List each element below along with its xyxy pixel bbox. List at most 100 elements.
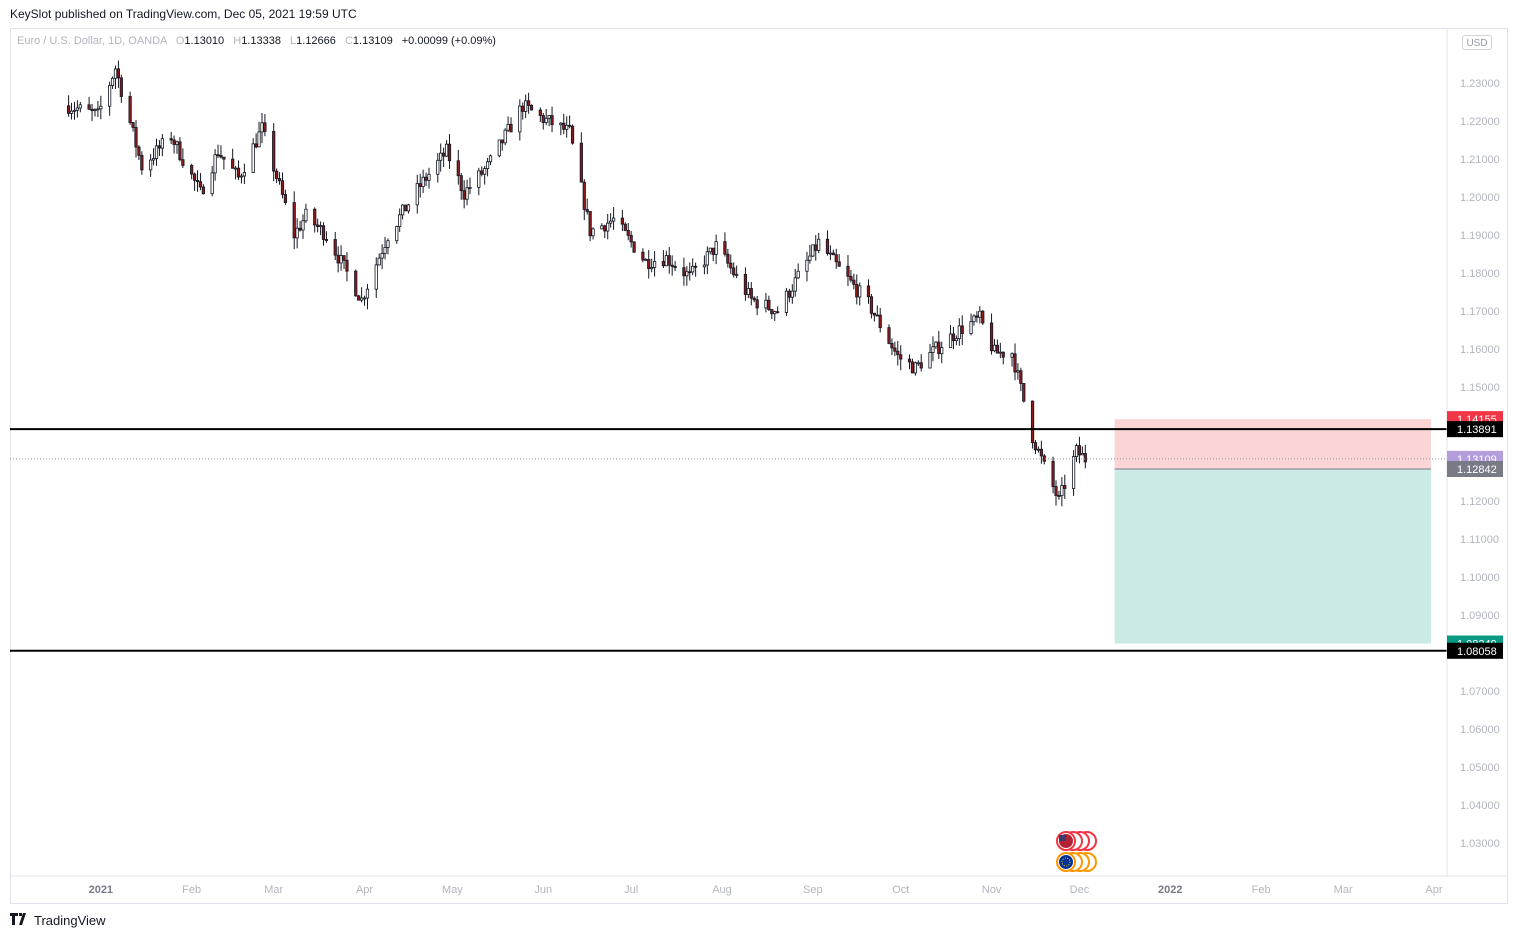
candle-body <box>1030 400 1035 444</box>
candle-body <box>497 139 501 157</box>
candle-body <box>398 214 402 227</box>
candle-body <box>321 225 326 240</box>
candle-body <box>436 159 440 175</box>
candle-body <box>468 187 472 189</box>
candle-body <box>790 290 794 298</box>
open-value: 1.13010 <box>184 35 225 47</box>
candle-body <box>562 122 566 130</box>
time-tick-label: Jun <box>534 884 552 896</box>
candle-body <box>386 240 390 248</box>
candle-body <box>831 252 835 256</box>
candle-body <box>960 325 964 334</box>
candle-body <box>518 105 522 133</box>
candle-body <box>78 104 82 109</box>
candle-body <box>585 209 589 212</box>
candle-body <box>140 154 144 171</box>
candle-body <box>972 315 976 323</box>
price-tick-label: 1.12000 <box>1460 496 1500 508</box>
price-tick-label: 1.22000 <box>1460 116 1500 128</box>
candle-body <box>219 154 223 158</box>
candle-body <box>216 154 220 157</box>
candle-body <box>480 170 484 175</box>
candle-body <box>981 310 985 324</box>
time-tick-label: May <box>442 884 463 896</box>
candle-body <box>805 259 809 272</box>
candle-body <box>113 68 118 79</box>
candle-body <box>149 159 153 171</box>
price-tick-label: 1.07000 <box>1460 686 1500 698</box>
candle-body <box>650 267 654 270</box>
candle-body <box>685 271 689 277</box>
candle-body <box>374 264 378 290</box>
price-tick-label: 1.03000 <box>1460 838 1500 850</box>
candle-body <box>295 227 299 239</box>
candle-body <box>866 285 871 298</box>
candle-body <box>711 247 715 255</box>
candle-body <box>735 273 739 276</box>
candle-body <box>887 327 891 344</box>
candle-body <box>362 297 367 300</box>
candle-body <box>67 105 71 114</box>
publish-header: KeySlot published on TradingView.com, De… <box>10 7 357 21</box>
candle-body <box>570 125 575 144</box>
candle-body <box>260 122 264 133</box>
candle-body <box>524 100 528 112</box>
candle-body <box>251 143 255 173</box>
candle-body <box>459 175 463 192</box>
price-tick-label: 1.15000 <box>1460 382 1500 394</box>
candle-body <box>547 115 551 119</box>
candle-body <box>1083 453 1087 463</box>
candle-body <box>752 297 756 301</box>
candle-body <box>172 139 176 145</box>
candle-body <box>852 279 856 285</box>
take-profit-zone <box>1114 469 1432 644</box>
change-value: +0.00099 (+0.09%) <box>401 35 496 47</box>
currency-button[interactable]: USD <box>1462 35 1492 50</box>
candle-body <box>770 309 774 315</box>
candle-body <box>705 251 709 266</box>
candle-body <box>855 283 859 298</box>
candle-body <box>485 161 490 169</box>
support-price-label-bg <box>1447 642 1503 659</box>
candle-body <box>629 234 633 243</box>
candle-body <box>421 176 425 187</box>
candle-body <box>178 141 182 161</box>
candle-body <box>119 77 123 97</box>
resistance-price-label-bg <box>1447 421 1503 438</box>
candle-body <box>157 145 162 149</box>
candle-body <box>318 225 323 228</box>
candle-body <box>743 273 748 295</box>
close-label: C <box>344 35 353 47</box>
candle-body <box>1071 456 1076 489</box>
candle-body <box>937 341 941 355</box>
candle-body <box>559 122 563 126</box>
candle-body <box>872 312 876 316</box>
candle-body <box>1054 486 1058 496</box>
candle-body <box>222 156 226 160</box>
time-tick-label: Feb <box>182 884 201 896</box>
time-tick-label: Sep <box>803 884 823 896</box>
candle-body <box>931 346 935 353</box>
price-tick-label: 1.09000 <box>1460 610 1500 622</box>
price-axis: 1.23000 1.22000 1.21000 1.20000 1.19000 1.180… <box>1446 28 1503 876</box>
candle-body <box>896 350 900 356</box>
time-tick-label: Oct <box>892 884 909 896</box>
candle-body <box>603 225 607 232</box>
candle-body <box>190 165 194 175</box>
time-tick-label: Feb <box>1252 884 1271 896</box>
price-tick-label: 1.10000 <box>1460 572 1500 584</box>
candle-body <box>444 143 449 157</box>
candle-body <box>579 142 583 183</box>
candle-body <box>442 152 446 157</box>
candle-body <box>611 217 616 222</box>
price-tick-label: 1.23000 <box>1460 78 1500 90</box>
price-tick-label: 1.21000 <box>1460 154 1500 166</box>
footer-brand[interactable]: TradingView <box>10 913 106 928</box>
candle-body <box>1063 485 1067 489</box>
candle-body <box>292 202 296 239</box>
candle-body <box>345 259 349 272</box>
candle-body <box>213 154 217 174</box>
time-tick-label: Dec <box>1070 884 1090 896</box>
candle-body <box>192 173 197 181</box>
